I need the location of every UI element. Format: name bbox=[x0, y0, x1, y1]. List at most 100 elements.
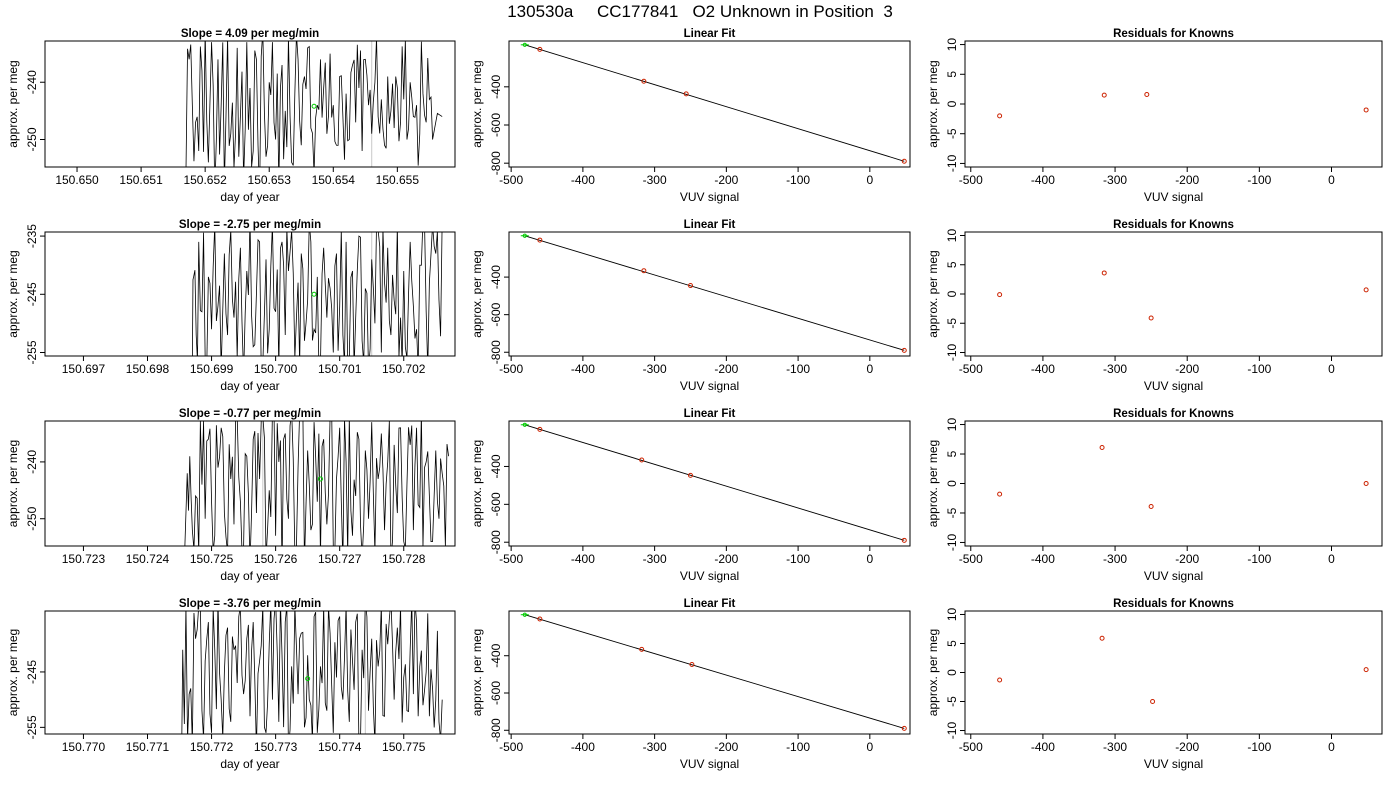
known-point bbox=[997, 677, 1003, 683]
y-tick-label: -240 bbox=[25, 450, 39, 474]
x-tick-label: -100 bbox=[1247, 362, 1271, 376]
x-tick-label: 150.723 bbox=[62, 552, 106, 566]
x-tick-label: -500 bbox=[959, 362, 983, 376]
y-tick-label: -240 bbox=[25, 70, 39, 94]
x-tick-label: 150.652 bbox=[183, 173, 227, 187]
x-tick-label: -500 bbox=[499, 740, 523, 754]
x-tick-label: 0 bbox=[866, 362, 873, 376]
known-point bbox=[687, 283, 693, 289]
plot-area bbox=[520, 422, 907, 543]
x-tick-label: -400 bbox=[571, 740, 595, 754]
x-tick-label: 150.700 bbox=[254, 362, 298, 376]
x-tick-label: -300 bbox=[643, 362, 667, 376]
signal-trace bbox=[181, 611, 443, 734]
y-tick-label: -255 bbox=[25, 340, 39, 364]
chart-panel-r1-c1: Slope = 4.09 per meg/min day of year appro… bbox=[6, 28, 456, 204]
plot-frame bbox=[44, 420, 456, 547]
x-tick-label: -400 bbox=[1031, 362, 1055, 376]
x-tick-label: -200 bbox=[1175, 173, 1199, 187]
known-point bbox=[537, 426, 543, 432]
known-point bbox=[537, 616, 543, 622]
x-tick-label: -100 bbox=[1247, 740, 1271, 754]
figure-title: 130530a CC177841 O2 Unknown in Position … bbox=[507, 2, 893, 21]
x-tick-label: -500 bbox=[959, 173, 983, 187]
known-point bbox=[1101, 92, 1107, 98]
y-tick-label: -400 bbox=[489, 454, 503, 478]
known-point bbox=[997, 491, 1003, 497]
y-tick-label: 10 bbox=[945, 38, 959, 52]
y-tick-label: -10 bbox=[945, 722, 959, 740]
x-tick-label: -500 bbox=[959, 552, 983, 566]
x-tick-label: -200 bbox=[1175, 740, 1199, 754]
y-tick-label: 0 bbox=[945, 290, 959, 297]
y-tick-label: -245 bbox=[25, 282, 39, 306]
x-tick-label: 150.772 bbox=[190, 740, 234, 754]
y-tick-label: -10 bbox=[945, 533, 959, 551]
x-tick-label: 150.771 bbox=[126, 740, 170, 754]
known-point bbox=[901, 347, 907, 353]
plot-frame bbox=[44, 231, 456, 357]
known-point bbox=[1101, 270, 1107, 276]
y-tick-label: -400 bbox=[489, 74, 503, 98]
known-point bbox=[901, 537, 907, 543]
x-tick-label: -200 bbox=[1175, 362, 1199, 376]
y-tick-label: 0 bbox=[945, 480, 959, 487]
y-axis-label: approx. per meg bbox=[6, 629, 20, 716]
y-axis-label: approx. per meg bbox=[926, 250, 940, 337]
x-axis-label: day of year bbox=[220, 757, 279, 771]
x-tick-label: 150.697 bbox=[62, 362, 106, 376]
chart-panel-r4-c3: Residuals for Knowns VUV signal approx. pe… bbox=[926, 598, 1383, 771]
x-tick-label: -500 bbox=[499, 552, 523, 566]
y-tick-label: -400 bbox=[489, 643, 503, 667]
y-tick-label: -600 bbox=[489, 492, 503, 516]
y-axis-label: approx. per meg bbox=[470, 60, 484, 147]
x-tick-label: 150.725 bbox=[190, 552, 234, 566]
x-tick-label: -400 bbox=[571, 552, 595, 566]
known-point bbox=[639, 646, 645, 652]
y-tick-label: 10 bbox=[945, 229, 959, 243]
x-tick-label: -300 bbox=[643, 173, 667, 187]
y-tick-label: -245 bbox=[25, 660, 39, 684]
plot-area bbox=[997, 91, 1369, 119]
x-tick-label: 150.726 bbox=[254, 552, 298, 566]
unknown-point bbox=[311, 103, 317, 109]
y-tick-label: -5 bbox=[945, 128, 959, 139]
x-axis-label: day of year bbox=[220, 569, 279, 583]
unknown-point bbox=[317, 476, 323, 482]
y-tick-label: -5 bbox=[945, 318, 959, 329]
known-point bbox=[1363, 667, 1369, 673]
x-tick-label: -300 bbox=[643, 552, 667, 566]
panel-title: Linear Fit bbox=[684, 598, 736, 610]
x-tick-label: -300 bbox=[643, 740, 667, 754]
plot-area bbox=[185, 41, 443, 167]
y-axis-label: approx. per meg bbox=[926, 60, 940, 147]
x-tick-label: 150.775 bbox=[382, 740, 426, 754]
plot-area bbox=[520, 612, 907, 731]
x-axis-label: VUV signal bbox=[1144, 190, 1203, 204]
y-tick-label: -255 bbox=[25, 715, 39, 739]
panel-title: Linear Fit bbox=[684, 219, 736, 231]
x-tick-label: -100 bbox=[786, 552, 810, 566]
fit-line bbox=[524, 614, 905, 729]
x-axis-label: VUV signal bbox=[1144, 569, 1203, 583]
x-tick-label: -300 bbox=[1103, 362, 1127, 376]
x-tick-label: 0 bbox=[866, 740, 873, 754]
plot-area bbox=[997, 635, 1369, 705]
panel-title: Slope = -3.76 per meg/min bbox=[179, 598, 321, 610]
x-tick-label: 150.651 bbox=[119, 173, 163, 187]
x-tick-label: -100 bbox=[1247, 173, 1271, 187]
y-tick-label: -5 bbox=[945, 696, 959, 707]
y-axis-label: approx. per meg bbox=[6, 250, 20, 337]
plot-area bbox=[192, 232, 443, 356]
y-tick-label: -250 bbox=[25, 506, 39, 530]
y-tick-label: -400 bbox=[489, 265, 503, 289]
panel-title: Residuals for Knowns bbox=[1113, 598, 1234, 610]
y-tick-label: -235 bbox=[25, 224, 39, 248]
panel-title: Linear Fit bbox=[684, 28, 736, 40]
plot-frame bbox=[508, 40, 911, 168]
x-tick-label: -100 bbox=[1247, 552, 1271, 566]
y-tick-label: -600 bbox=[489, 302, 503, 326]
